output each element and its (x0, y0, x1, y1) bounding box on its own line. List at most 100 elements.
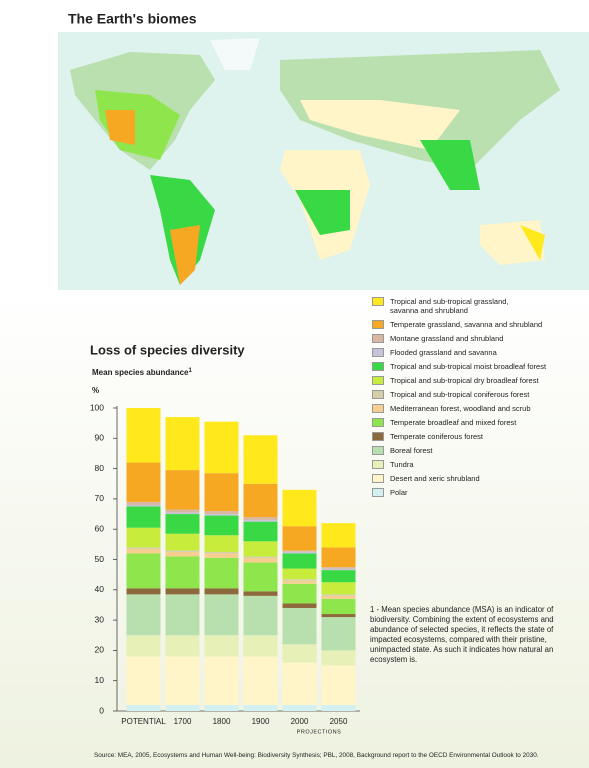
bar-segment (321, 650, 356, 666)
bar-segment (282, 603, 317, 608)
bar-segment (165, 704, 200, 711)
footnote: 1 - Mean species abundance (MSA) is an i… (370, 605, 554, 664)
bar-segment (243, 591, 278, 596)
bar-segment (321, 617, 356, 651)
bar-segment (243, 595, 278, 636)
x-tick-label: 2050 (330, 717, 348, 726)
bar-segment (204, 594, 239, 636)
legend-item: Flooded grassland and savanna (372, 348, 562, 357)
legend-swatch (372, 432, 384, 441)
bar-segment (321, 595, 356, 599)
bar-segment (282, 704, 317, 711)
legend-label: Montane grassland and shrubland (390, 334, 504, 343)
bar-segment (204, 553, 239, 558)
legend-swatch (372, 474, 384, 483)
bar-segment (321, 598, 356, 615)
bar-segment (282, 579, 317, 581)
bar-segment (126, 547, 161, 549)
bar-segment (321, 704, 356, 711)
bar-segment (204, 535, 239, 552)
legend-swatch (372, 446, 384, 455)
legend-item: Montane grassland and shrubland (372, 334, 562, 343)
bar-segment (126, 501, 161, 505)
legend-swatch (372, 460, 384, 469)
bar-segment (165, 550, 200, 552)
y-tick-label: 40 (95, 584, 105, 594)
y-tick-label: 70 (95, 493, 105, 503)
bar-segment (165, 594, 200, 636)
bar-segment (282, 662, 317, 705)
bar-segment (165, 551, 200, 557)
world-map (70, 38, 560, 285)
legend-swatch (372, 390, 384, 399)
y-tick-label: 50 (95, 554, 105, 564)
bar-segment (204, 588, 239, 595)
bar-segment (282, 607, 317, 645)
legend-item: Polar (372, 488, 562, 497)
legend-swatch (372, 348, 384, 357)
bar-segment (165, 514, 200, 534)
legend-item: Tropical and sub-tropical dry broadleaf … (372, 376, 562, 385)
legend-swatch (372, 297, 384, 306)
legend-label: Tundra (390, 460, 414, 469)
bar-segment (321, 570, 356, 583)
bar-segment (321, 582, 356, 595)
bar-segment (243, 656, 278, 705)
legend-label: Tropical and sub-tropical moist broadlea… (390, 362, 547, 371)
legend-label: Temperate broadleaf and mixed forest (390, 418, 517, 427)
legend-label: Temperate coniferous forest (390, 432, 483, 441)
bar-segment (204, 421, 239, 474)
legend-swatch (372, 418, 384, 427)
bar-segment (204, 635, 239, 657)
legend-swatch (372, 320, 384, 329)
legend-item: Tundra (372, 460, 562, 469)
legend-swatch (372, 376, 384, 385)
bar-segment (126, 656, 161, 705)
x-tick-label: 1800 (213, 717, 231, 726)
bar-segment (204, 473, 239, 512)
bar-segment (126, 594, 161, 636)
bar-segment (243, 435, 278, 484)
y-axis-label-note: 1 (188, 368, 192, 374)
y-tick-label: 20 (95, 645, 105, 655)
bar-segment (282, 551, 317, 554)
source: Source: MEA, 2005, Ecosystems and Human … (94, 752, 539, 759)
legend-item: Boreal forest (372, 446, 562, 455)
bar-segment (165, 417, 200, 471)
bar-segment (126, 704, 161, 711)
bar-segment (243, 520, 278, 522)
legend-label: Boreal forest (390, 446, 433, 455)
bar-segment (165, 556, 200, 589)
y-axis-unit: % (92, 386, 99, 395)
bar-segment (126, 506, 161, 528)
bar-segment (165, 512, 200, 515)
x-tick-label: POTENTIAL (121, 717, 166, 726)
legend-label: Polar (390, 488, 408, 497)
y-tick-label: 80 (95, 463, 105, 473)
bar-segment (165, 509, 200, 513)
legend-item: Mediterranean forest, woodland and scrub (372, 404, 562, 413)
bar-segment (282, 489, 317, 527)
bar-segment (165, 588, 200, 595)
bar-segment (321, 594, 356, 596)
legend-swatch (372, 488, 384, 497)
bar-segment (243, 541, 278, 557)
legend-label: Tropical and sub-tropical dry broadleaf … (390, 376, 539, 385)
bar-segment (126, 553, 161, 589)
bar-segment (282, 526, 317, 551)
bar-segment (321, 665, 356, 705)
bar-segment (165, 635, 200, 657)
bar-segment (126, 527, 161, 548)
bar-segment (243, 483, 278, 518)
bar-segment (243, 562, 278, 592)
legend-item: Desert and xeric shrubland (372, 474, 562, 483)
bar-segment (282, 553, 317, 569)
legend-swatch (372, 334, 384, 343)
bar-segment (282, 568, 317, 580)
bar-segment (282, 550, 317, 552)
legend-label: Tropical and sub-tropical coniferous for… (390, 390, 530, 399)
bar-segment (282, 644, 317, 663)
y-tick-label: 90 (95, 433, 105, 443)
